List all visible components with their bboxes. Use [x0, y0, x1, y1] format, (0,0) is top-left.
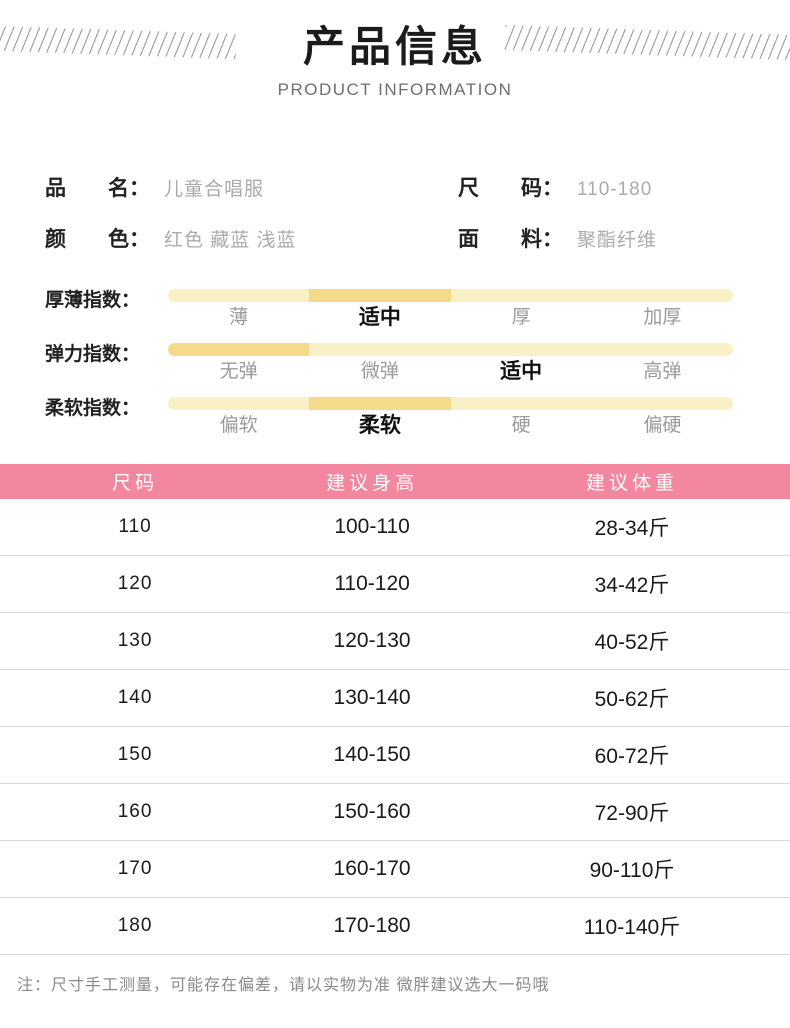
cell-height: 170-180	[333, 914, 411, 938]
page-subtitle: PRODUCT INFORMATION	[277, 80, 513, 100]
column-header-size: 尺码	[112, 473, 159, 495]
cell-weight: 90-110斤	[589, 859, 675, 883]
attribute-label-char: 色：	[108, 228, 150, 252]
attribute-label-char: 面	[458, 228, 479, 252]
table-row: 120 110-120 34-42斤	[0, 556, 790, 614]
index-option: 偏软	[219, 415, 258, 437]
index-option: 偏硬	[643, 415, 682, 437]
table-row: 140 130-140 50-62斤	[0, 670, 790, 728]
page-title: 产品信息	[302, 23, 487, 70]
attribute-label-char: 颜	[45, 228, 66, 252]
size-table: 尺码 建议身高 建议体重 110 100-110 28-34斤 120 110-…	[0, 464, 790, 956]
attribute-label: 品 名：	[45, 172, 150, 202]
index-option: 柔软	[358, 414, 401, 438]
cell-size: 160	[117, 801, 153, 823]
page-header: 产品信息 PRODUCT INFORMATION	[0, 0, 790, 100]
cell-height: 150-160	[333, 800, 411, 824]
attribute-product-name: 品 名： 儿童合唱服	[45, 172, 458, 202]
column-header-height: 建议身高	[326, 473, 419, 495]
index-bar-segment	[309, 289, 451, 303]
index-row-softness: 柔软指数： 偏软 柔软 硬 偏硬	[45, 397, 733, 439]
index-bar	[168, 343, 733, 357]
attribute-label-char: 尺	[458, 177, 479, 201]
index-row-elasticity: 弹力指数： 无弹 微弹 适中 高弹	[45, 343, 733, 385]
index-option: 高弹	[643, 361, 682, 383]
index-option: 适中	[500, 360, 543, 384]
table-row: 110 100-110 28-34斤	[0, 499, 790, 557]
cell-size: 120	[117, 573, 153, 595]
measurement-note: 注：尺寸手工测量，可能存在偏差，请以实物为准 微胖建议选大一码哦	[17, 977, 550, 995]
cell-height: 120-130	[333, 629, 411, 653]
attribute-label-char: 料：	[521, 228, 563, 252]
cell-weight: 28-34斤	[594, 517, 670, 541]
attribute-value: 聚酯纤维	[577, 230, 658, 252]
cell-weight: 50-62斤	[594, 688, 670, 712]
cell-size: 170	[117, 858, 153, 880]
cell-height: 140-150	[333, 743, 411, 767]
index-bar-segment	[309, 397, 451, 411]
index-label: 厚薄指数：	[45, 290, 141, 312]
attribute-color: 颜 色： 红色 藏蓝 浅蓝	[45, 223, 458, 253]
attribute-label-char: 名：	[108, 177, 150, 201]
cell-height: 130-140	[333, 686, 411, 710]
cell-height: 160-170	[333, 857, 411, 881]
attribute-label-char: 品	[45, 177, 66, 201]
index-options: 偏软 柔软 硬 偏硬	[168, 413, 733, 439]
attribute-value: 红色 藏蓝 浅蓝	[164, 230, 297, 252]
index-option: 适中	[358, 306, 401, 330]
index-bar-area: 偏软 柔软 硬 偏硬	[168, 397, 733, 439]
table-row: 180 170-180 110-140斤	[0, 898, 790, 956]
index-options: 薄 适中 厚 加厚	[168, 305, 733, 331]
table-row: 170 160-170 90-110斤	[0, 841, 790, 899]
table-row: 130 120-130 40-52斤	[0, 613, 790, 671]
index-option: 微弹	[360, 361, 399, 383]
cell-weight: 60-72斤	[594, 745, 670, 769]
attribute-value: 儿童合唱服	[164, 179, 265, 201]
cell-size: 130	[117, 630, 153, 652]
size-table-header: 尺码 建议身高 建议体重	[0, 464, 790, 500]
index-option: 加厚	[643, 307, 682, 329]
cell-size: 180	[117, 915, 153, 937]
index-bar-area: 无弹 微弹 适中 高弹	[168, 343, 733, 385]
attribute-label: 面 料：	[458, 223, 563, 253]
attribute-label-char: 码：	[521, 177, 563, 201]
index-label: 柔软指数：	[45, 398, 141, 420]
cell-size: 150	[117, 744, 153, 766]
cell-height: 100-110	[334, 515, 410, 539]
index-bar-area: 薄 适中 厚 加厚	[168, 289, 733, 331]
table-row: 160 150-160 72-90斤	[0, 784, 790, 842]
index-row-thickness: 厚薄指数： 薄 适中 厚 加厚	[45, 289, 733, 331]
cell-size: 110	[118, 516, 152, 538]
attribute-value: 110-180	[577, 179, 653, 201]
index-bar	[168, 397, 733, 411]
table-row: 150 140-150 60-72斤	[0, 727, 790, 785]
index-option: 无弹	[219, 361, 258, 383]
cell-height: 110-120	[334, 572, 410, 596]
index-bar	[168, 289, 733, 303]
index-options: 无弹 微弹 适中 高弹	[168, 359, 733, 385]
attribute-fabric: 面 料： 聚酯纤维	[458, 223, 790, 253]
cell-size: 140	[117, 687, 153, 709]
cell-weight: 72-90斤	[594, 802, 670, 826]
index-option: 硬	[511, 415, 531, 437]
cell-weight: 34-42斤	[594, 574, 670, 598]
index-option: 薄	[229, 307, 249, 329]
cell-weight: 110-140斤	[583, 916, 681, 940]
product-attributes: 品 名： 儿童合唱服 尺 码： 110-180 颜 色： 红色 藏蓝 浅蓝 面 …	[45, 172, 790, 253]
index-label: 弹力指数：	[45, 344, 141, 366]
column-header-weight: 建议体重	[585, 473, 678, 495]
index-bar-segment	[168, 343, 310, 357]
attribute-size-range: 尺 码： 110-180	[458, 172, 790, 202]
cell-weight: 40-52斤	[594, 631, 670, 655]
attribute-label: 颜 色：	[45, 223, 150, 253]
index-option: 厚	[511, 307, 531, 329]
attribute-label: 尺 码：	[458, 172, 563, 202]
quality-indices: 厚薄指数： 薄 适中 厚 加厚 弹力指数： 无弹 微弹 适中 高弹	[45, 289, 733, 439]
